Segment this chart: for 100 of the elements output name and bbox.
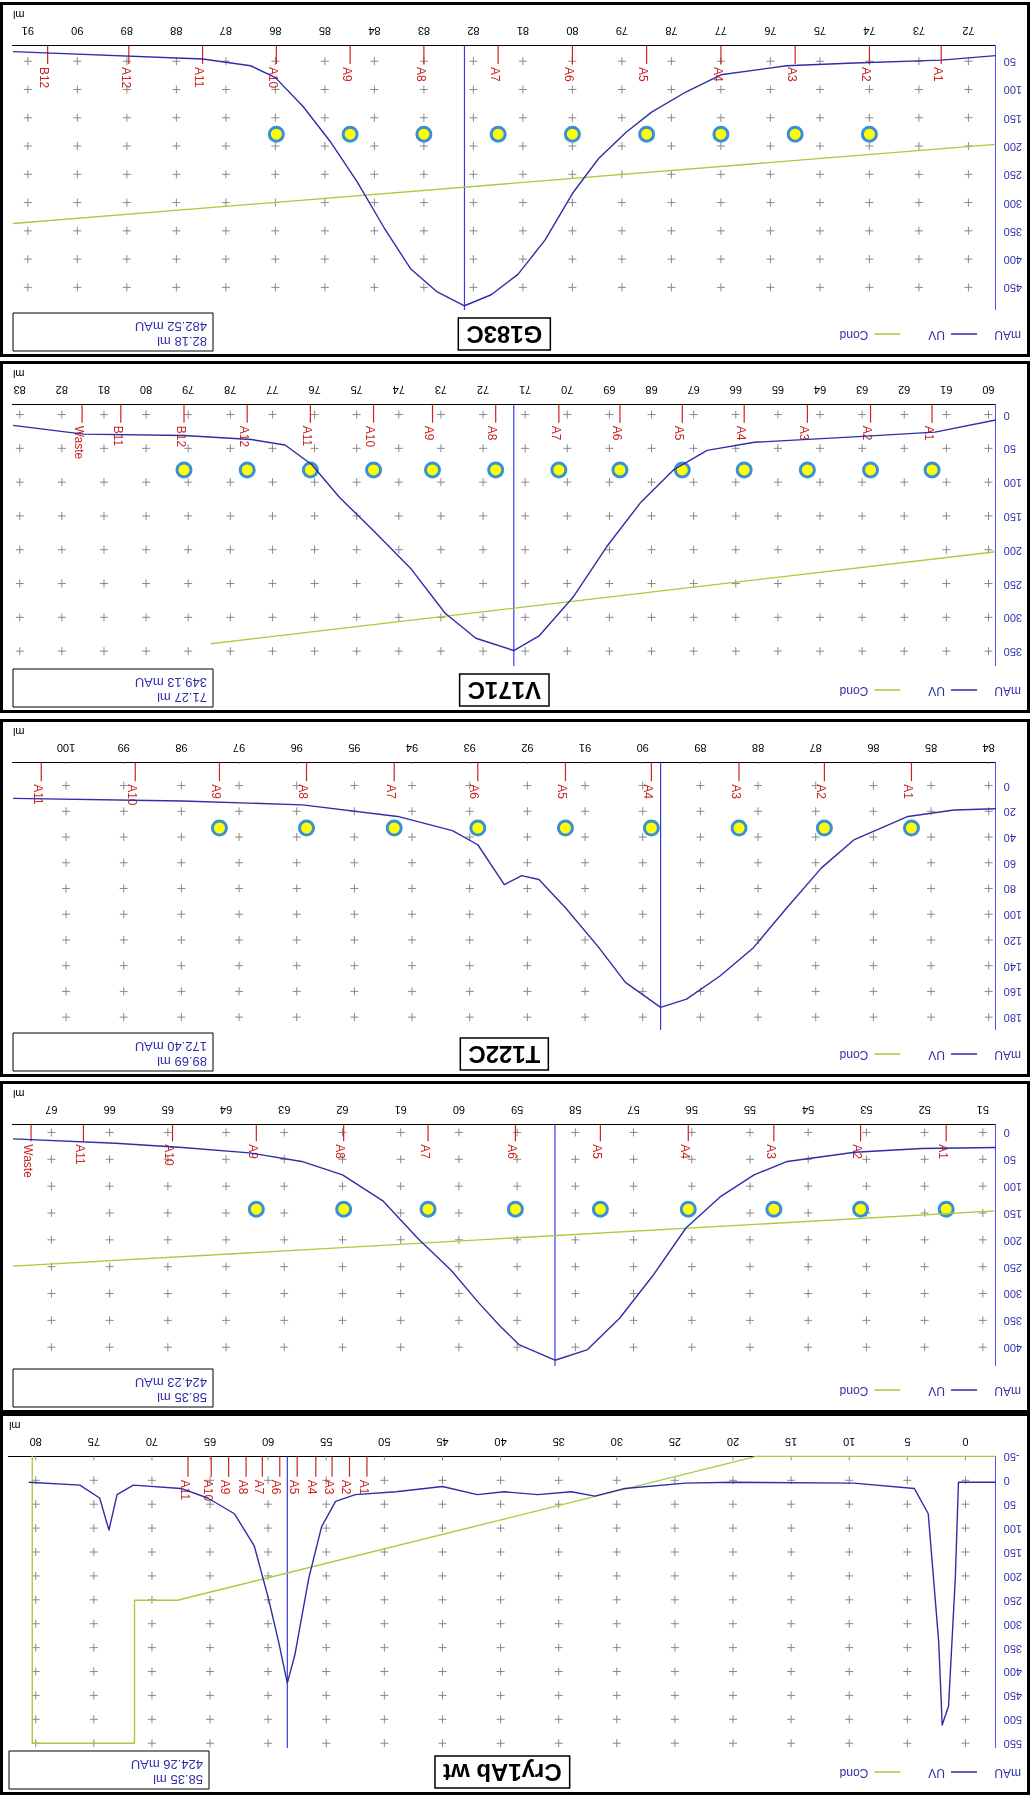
y-tick-label: 140	[1003, 960, 1023, 973]
ref-line-label: A9	[339, 66, 354, 82]
ref-line-label: A1	[930, 66, 945, 82]
ref-line-label: A1	[901, 784, 916, 800]
text: 82.18 ml	[157, 333, 207, 349]
y-tick-label: 500	[1003, 1714, 1023, 1727]
x-tick-label: 70	[561, 383, 574, 396]
x-tick-label: 84	[982, 741, 995, 754]
y-tick-label: 0	[1003, 1127, 1010, 1140]
ref-line-label: A11	[30, 784, 45, 805]
x-tick-label: 71	[519, 383, 532, 396]
ref-line-label: A1	[935, 1144, 950, 1160]
y-tick-label: 300	[1003, 1618, 1023, 1631]
ref-line-label: A7	[417, 1144, 432, 1160]
x-tick-label: 81	[97, 383, 111, 396]
text: 89.69 ml	[157, 1053, 207, 1069]
y-tick-label: 350	[1003, 1315, 1023, 1328]
x-tick-label: 92	[521, 741, 534, 754]
x-tick-label: 91	[21, 24, 34, 37]
ref-line-label: A2	[859, 66, 874, 82]
x-tick-label: 76	[308, 383, 321, 396]
x-tick-label: 58	[569, 1103, 582, 1116]
y-tick-label: 20	[1003, 806, 1016, 819]
x-tick-label: 56	[685, 1103, 698, 1116]
y-tick-label: 200	[1003, 1234, 1023, 1247]
y-tick-label: 200	[1003, 1570, 1023, 1583]
x-tick-label: 67	[687, 383, 700, 396]
ref-line-label: A7	[383, 784, 398, 800]
x-tick-label: 75	[350, 383, 363, 396]
x-tick-label: 63	[278, 1103, 291, 1116]
y-tick-label: 60	[1003, 857, 1016, 870]
x-tick-label: 5	[904, 1435, 911, 1448]
x-axis-title: ml	[13, 1087, 25, 1100]
ref-line-label: A8	[485, 425, 500, 441]
ref-line-label: A5	[636, 66, 651, 82]
x-tick-label: 88	[751, 741, 765, 754]
x-tick-label: 60	[982, 383, 995, 396]
y-tick-label: 150	[1003, 112, 1023, 125]
x-tick-label: 72	[476, 383, 490, 396]
ref-line-label: A11	[177, 1479, 192, 1501]
text: G183C	[466, 321, 543, 349]
text: 172.40 mAU	[134, 1038, 207, 1054]
x-tick-label: 61	[940, 383, 953, 396]
x-tick-label: 60	[452, 1103, 466, 1116]
x-tick-label: 89	[120, 24, 133, 37]
x-tick-label: 96	[290, 741, 303, 754]
x-tick-label: 40	[494, 1435, 507, 1448]
y-tick-label: 50	[1003, 56, 1016, 69]
legend-label: UV	[928, 1047, 945, 1062]
x-tick-label: 86	[867, 741, 880, 754]
x-tick-label: 62	[898, 383, 911, 396]
ref-line-label: A3	[797, 425, 812, 441]
x-tick-label: 52	[918, 1103, 931, 1116]
x-tick-label: 25	[668, 1435, 682, 1448]
x-tick-label: 83	[13, 383, 26, 396]
text: 349.13 mAU	[134, 674, 207, 690]
y-tick-label: 100	[1003, 84, 1023, 97]
x-tick-label: 82	[55, 383, 68, 396]
y-axis-title: mAU	[994, 1383, 1021, 1398]
ref-line-label: A10	[266, 66, 281, 89]
y-tick-label: 250	[1003, 1261, 1023, 1274]
ref-line-label: Waste	[20, 1144, 35, 1179]
ref-line-label: A8	[296, 784, 311, 800]
x-tick-label: 80	[29, 1435, 42, 1448]
legend-label: UV	[928, 327, 945, 342]
x-tick-label: 55	[743, 1103, 757, 1116]
x-tick-label: 79	[182, 383, 195, 396]
x-tick-label: 74	[863, 24, 876, 37]
y-tick-label: 350	[1003, 1642, 1023, 1655]
ref-line-label: A6	[467, 784, 482, 800]
x-tick-label: 77	[714, 24, 728, 37]
x-tick-label: 73	[434, 383, 448, 396]
x-tick-label: 65	[161, 1103, 174, 1116]
y-tick-label: 450	[1003, 1690, 1023, 1703]
ref-line-label: A6	[609, 425, 624, 441]
x-tick-label: 99	[117, 741, 130, 754]
x-tick-label: 88	[170, 24, 183, 37]
x-tick-label: 85	[924, 741, 938, 754]
x-tick-label: 64	[219, 1103, 233, 1116]
text: T122C	[468, 1041, 541, 1069]
x-tick-label: 69	[603, 383, 616, 396]
x-tick-label: 80	[566, 24, 579, 37]
x-tick-label: 77	[266, 383, 279, 396]
ref-line-label: B12	[173, 425, 188, 448]
x-tick-label: 15	[784, 1435, 798, 1448]
y-tick-label: 100	[1003, 1523, 1023, 1536]
x-tick-label: 60	[262, 1435, 275, 1448]
x-tick-label: 75	[87, 1435, 100, 1448]
x-tick-label: 98	[175, 741, 188, 754]
x-tick-label: 79	[615, 24, 629, 37]
legend-label: UV	[928, 683, 945, 698]
ref-line-label: A10	[124, 784, 139, 806]
x-tick-label: 80	[139, 383, 153, 396]
x-tick-label: 75	[813, 24, 827, 37]
x-tick-label: 51	[976, 1103, 989, 1116]
x-tick-label: 95	[348, 741, 361, 754]
y-axis-title: mAU	[994, 1047, 1021, 1062]
ref-line-label: A7	[548, 425, 563, 441]
y-tick-label: 300	[1003, 197, 1023, 210]
x-tick-label: 65	[203, 1435, 217, 1448]
